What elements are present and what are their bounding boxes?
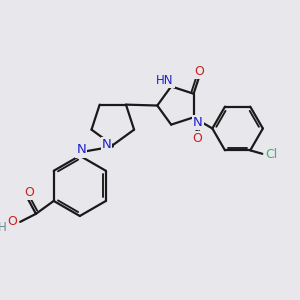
- Text: O: O: [7, 215, 17, 228]
- Text: O: O: [193, 132, 202, 145]
- Text: N: N: [193, 116, 203, 129]
- Text: N: N: [102, 138, 111, 151]
- Text: O: O: [24, 186, 34, 199]
- Text: Cl: Cl: [265, 148, 277, 161]
- Text: HN: HN: [156, 74, 174, 87]
- Text: H: H: [0, 220, 7, 233]
- Text: N: N: [76, 143, 86, 157]
- Text: O: O: [194, 65, 204, 78]
